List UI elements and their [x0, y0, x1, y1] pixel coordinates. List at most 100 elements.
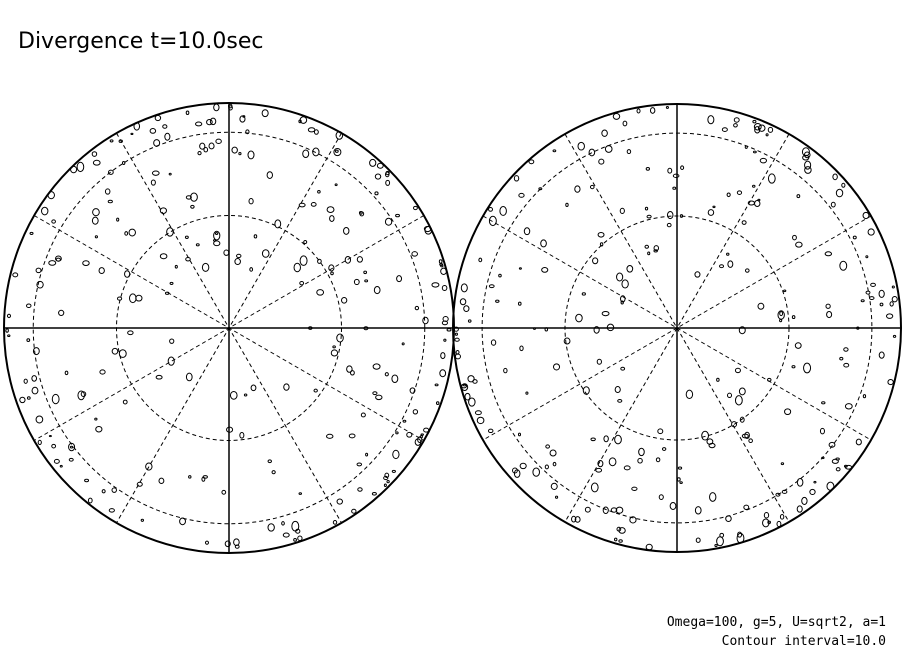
contour: [629, 516, 637, 524]
contour: [488, 215, 497, 227]
contour: [298, 492, 303, 495]
contour: [249, 267, 254, 272]
contour: [752, 119, 757, 124]
contour: [626, 265, 634, 273]
contour: [738, 326, 746, 335]
contour: [159, 207, 167, 214]
contour: [865, 290, 871, 295]
contour: [29, 231, 34, 235]
contour: [358, 211, 363, 215]
contour: [329, 215, 335, 222]
contour: [598, 158, 605, 165]
contour: [369, 158, 377, 167]
contour: [392, 449, 400, 460]
contour: [69, 445, 74, 449]
contour: [402, 419, 407, 423]
contour: [763, 511, 770, 519]
contour: [267, 459, 272, 464]
contour: [801, 147, 810, 157]
contour: [614, 386, 621, 394]
contour: [503, 367, 508, 374]
contour: [164, 132, 171, 141]
contour: [843, 362, 850, 368]
contour: [719, 532, 725, 538]
contour: [434, 383, 439, 387]
contour: [224, 540, 231, 548]
contour: [409, 387, 416, 394]
contour: [638, 447, 645, 457]
contour: [727, 260, 734, 268]
contour: [666, 222, 672, 228]
contour: [383, 483, 387, 487]
contour: [84, 478, 90, 483]
contour: [463, 305, 470, 313]
contour: [741, 433, 749, 439]
contour: [190, 192, 198, 202]
contour: [708, 442, 716, 449]
contour: [835, 467, 841, 472]
contour: [839, 260, 848, 271]
hemispheres: [3, 102, 902, 554]
contour: [82, 260, 90, 267]
contour: [53, 458, 60, 464]
contour: [308, 326, 313, 330]
contour: [385, 179, 391, 186]
contour: [552, 461, 557, 467]
contour: [59, 464, 63, 468]
contour: [129, 293, 137, 304]
contour: [26, 338, 31, 342]
contour: [297, 535, 303, 542]
contour: [454, 353, 461, 360]
contour: [653, 245, 660, 252]
contour: [545, 444, 550, 449]
contour: [865, 255, 869, 259]
contour: [185, 372, 193, 382]
contour: [839, 356, 844, 361]
contour: [672, 186, 677, 190]
contour: [293, 262, 301, 273]
contour: [519, 345, 524, 352]
contour: [666, 211, 674, 220]
contour: [541, 267, 549, 273]
contour: [832, 173, 838, 181]
contour: [303, 239, 308, 245]
contour: [620, 300, 624, 305]
contour: [597, 460, 604, 468]
contour: [201, 262, 210, 272]
contour: [234, 258, 241, 266]
contour: [644, 206, 649, 211]
contour: [856, 326, 860, 330]
contour: [468, 397, 476, 407]
contour: [267, 523, 275, 532]
contour: [478, 257, 483, 263]
contour: [353, 278, 360, 286]
contour: [391, 469, 396, 473]
contour: [94, 417, 98, 421]
contour: [190, 204, 195, 209]
contour: [618, 539, 623, 543]
contour: [360, 412, 366, 418]
contour: [532, 327, 536, 330]
contour: [495, 299, 500, 303]
contour: [680, 165, 685, 171]
contour: [151, 170, 160, 176]
contour: [375, 394, 383, 401]
contour: [459, 298, 467, 306]
contour: [274, 219, 282, 229]
contour: [762, 518, 770, 528]
contour: [313, 388, 318, 393]
contour: [655, 457, 661, 463]
contour: [166, 227, 174, 237]
contour: [250, 384, 257, 392]
contour: [826, 310, 833, 319]
contour: [752, 150, 757, 154]
contour: [26, 396, 31, 400]
contour: [248, 198, 254, 205]
contour: [374, 173, 382, 180]
contour: [363, 270, 368, 275]
contour: [261, 249, 270, 258]
contour: [707, 115, 715, 125]
contour: [101, 489, 106, 494]
contour: [462, 383, 467, 387]
contour: [885, 313, 894, 319]
